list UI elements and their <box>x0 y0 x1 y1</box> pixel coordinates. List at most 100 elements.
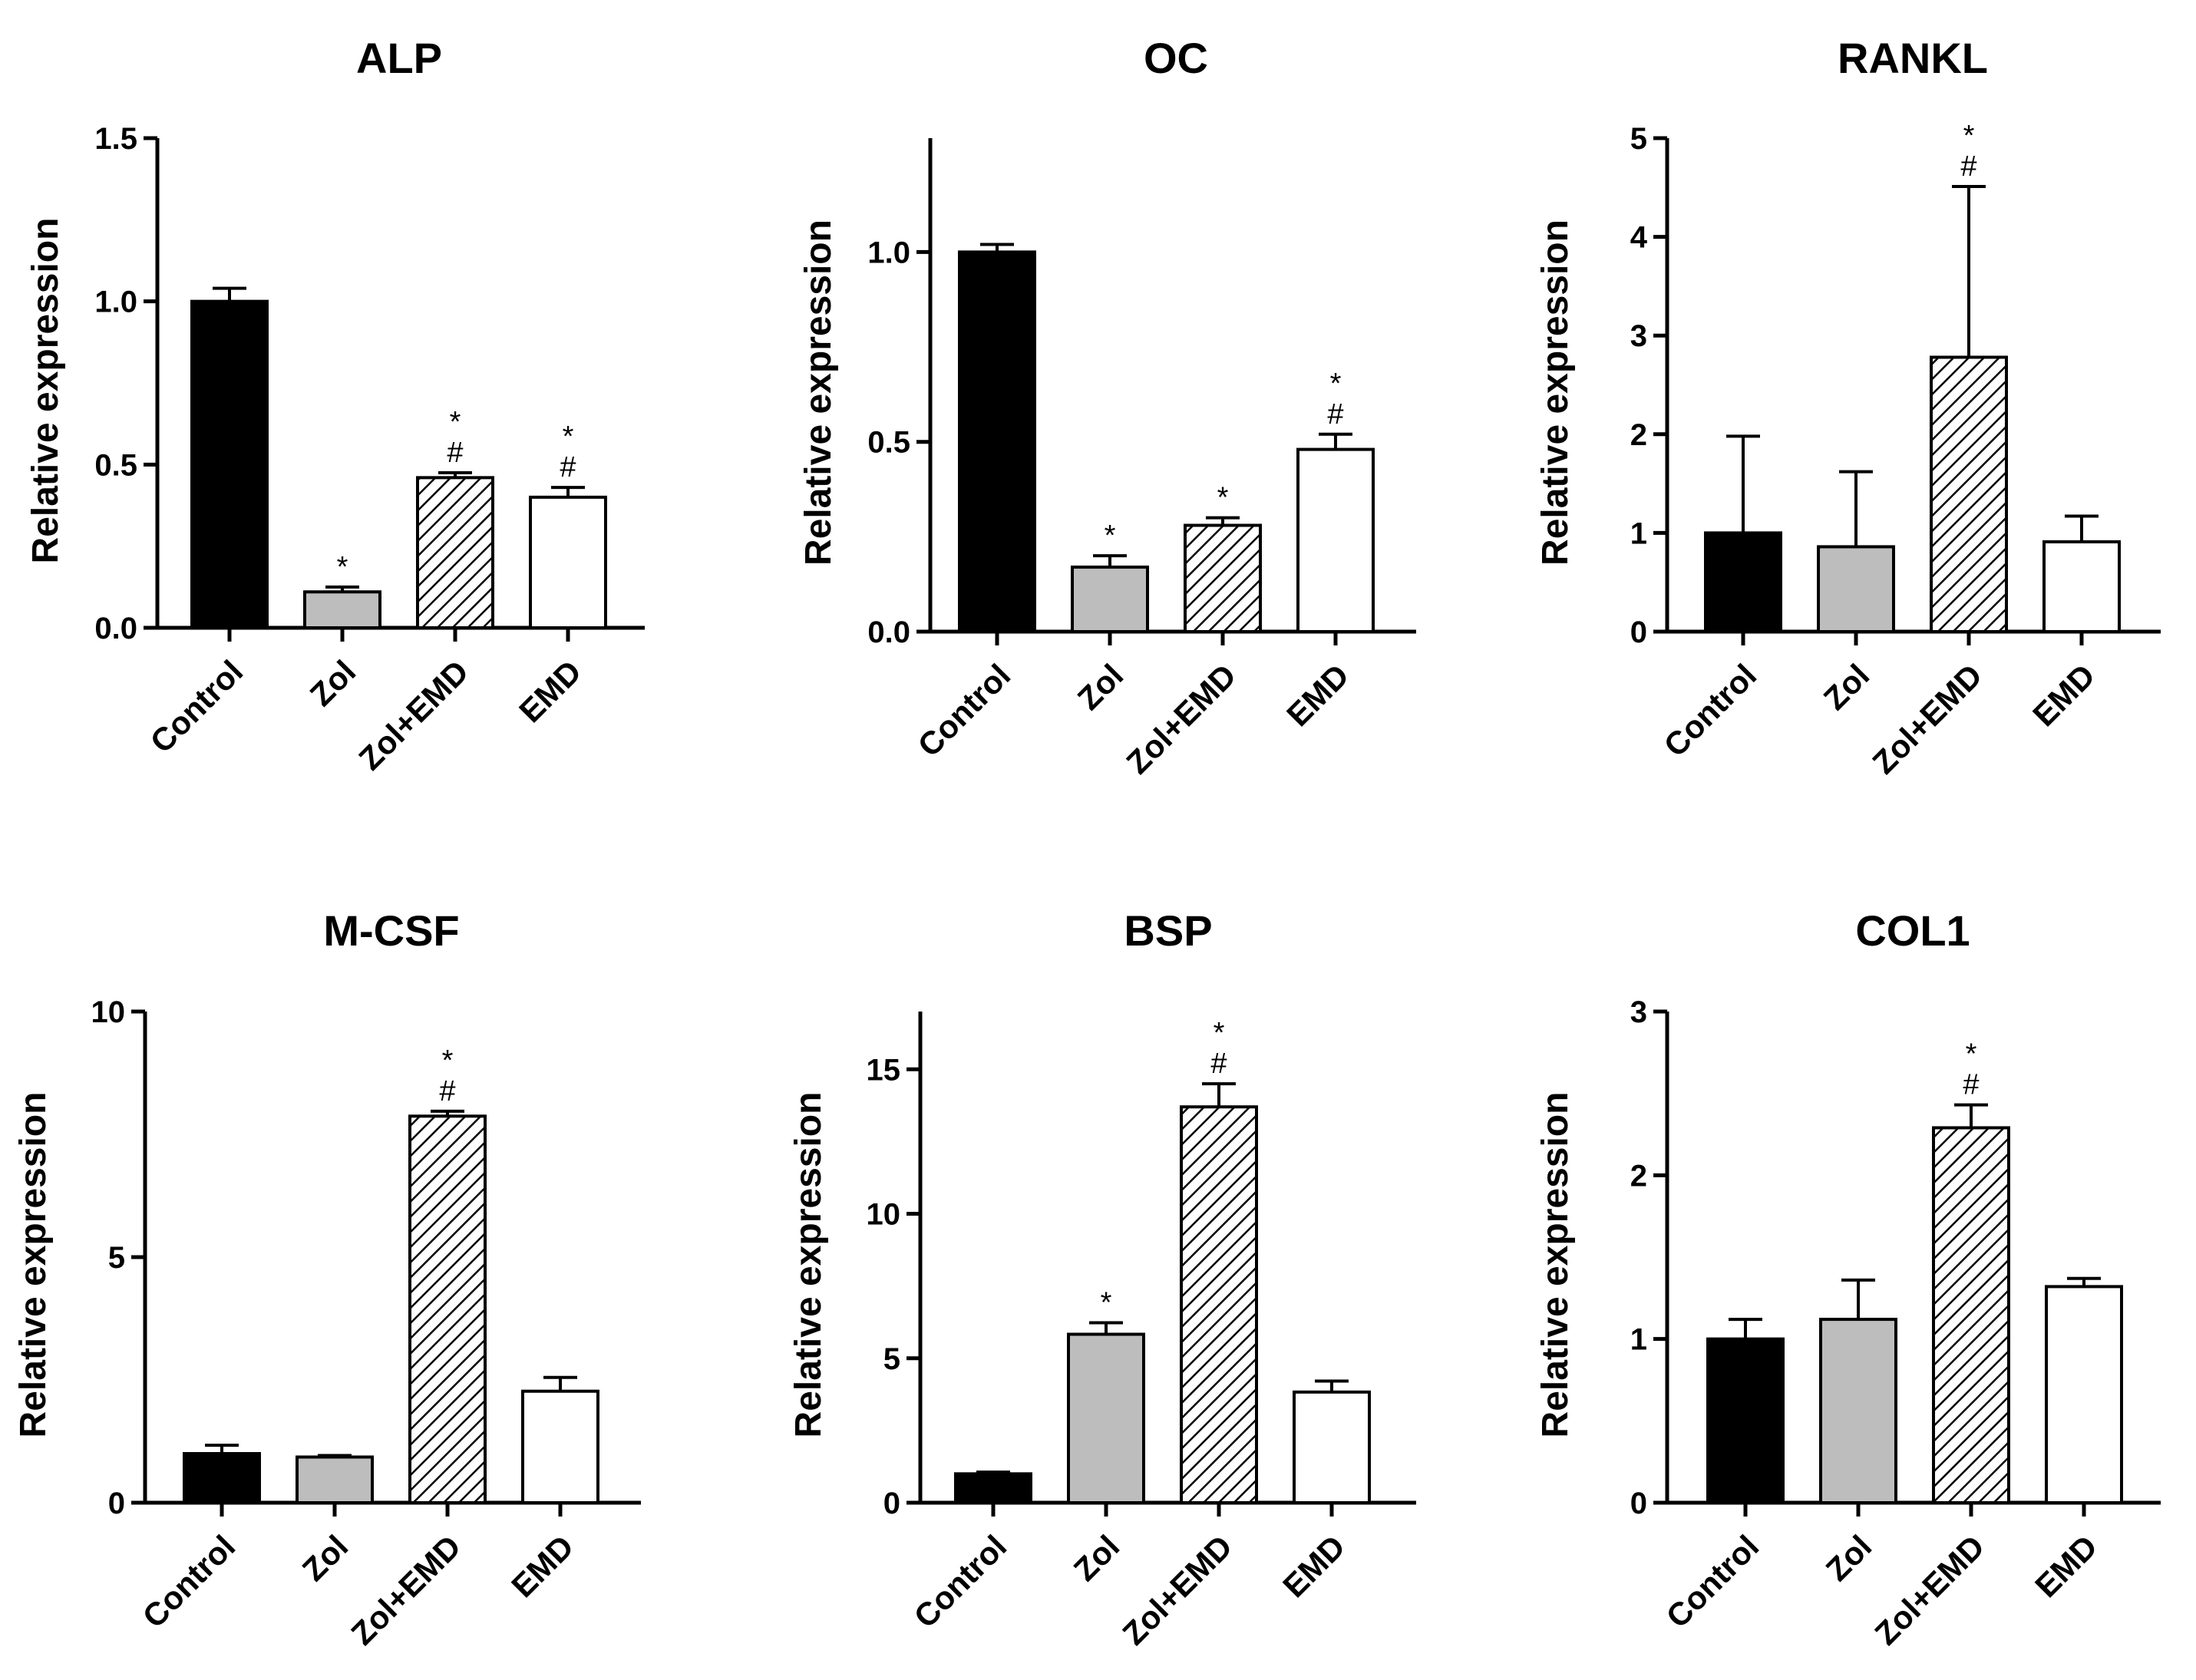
x-tick-label: EMD <box>2028 1528 2104 1604</box>
bar-emd <box>529 495 607 629</box>
y-axis-label: Relative expression <box>25 218 66 564</box>
significance-star: * <box>337 551 348 583</box>
x-tick-label: Control <box>907 1528 1014 1635</box>
bar-zol-emd <box>408 1114 487 1504</box>
y-tick-label: 15 <box>867 1053 901 1087</box>
y-tick-label: 0 <box>883 1487 900 1520</box>
bar-zol-emd <box>1932 1126 2010 1504</box>
x-tick-label: Control <box>1657 657 1764 764</box>
y-axis-label: Relative expression <box>798 219 839 566</box>
x-tick-label: Control <box>911 657 1018 764</box>
significance-hash: # <box>1960 150 1976 183</box>
y-tick-label: 5 <box>108 1241 125 1275</box>
y-tick-label: 3 <box>1630 995 1647 1029</box>
x-tick-label: Zol <box>296 1528 355 1588</box>
chart-bsp: BSP Relative expression 0 5 10 15 Control Zol * Z… <box>788 906 1416 1652</box>
x-tick-label: EMD <box>504 1528 580 1604</box>
chart-rankl: RANKL Relative expression 0 1 2 3 4 5 Control Zol… <box>1535 34 2161 781</box>
significance-star: * <box>563 421 574 453</box>
x-tick-label: Zol <box>1067 1528 1127 1588</box>
x-tick-label: Zol <box>303 653 363 713</box>
bar-zol <box>1071 565 1149 634</box>
x-tick-label: Zol+EMD <box>1867 1528 1991 1652</box>
y-tick-label: 0.5 <box>94 448 137 482</box>
significance-hash: # <box>1327 398 1343 431</box>
x-tick-label: Zol+EMD <box>1865 657 1989 781</box>
chart-title: ALP <box>356 34 442 82</box>
x-tick-label: Zol <box>1819 1528 1879 1588</box>
bar-control <box>1706 1337 1785 1504</box>
significance-hash: # <box>560 451 576 484</box>
y-axis-label: Relative expression <box>1535 1092 1576 1438</box>
chart-col1: COL1 Relative expression 0 1 2 3 Control ZolZol… <box>1535 906 2161 1652</box>
chart-title: RANKL <box>1838 34 1988 82</box>
x-tick-label: Control <box>1659 1528 1766 1635</box>
x-tick-label: Zol+EMD <box>1115 1528 1239 1652</box>
significance-star: * <box>450 406 461 438</box>
significance-star: * <box>1101 1286 1112 1319</box>
chart-title: COL1 <box>1855 906 1970 955</box>
significance-hash: # <box>1210 1048 1227 1080</box>
significance-star: * <box>1330 368 1342 400</box>
y-tick-label: 5 <box>1630 122 1647 156</box>
y-tick-label: 10 <box>867 1198 901 1232</box>
x-tick-label: EMD <box>1276 1528 1352 1604</box>
significance-hash: # <box>447 437 463 469</box>
bar-zol <box>1817 545 1895 633</box>
y-tick-label: 1 <box>1630 517 1647 550</box>
y-tick-label: 0 <box>108 1487 125 1520</box>
y-tick-label: 5 <box>883 1342 900 1376</box>
y-tick-label: 0.0 <box>867 616 910 649</box>
bar-zol <box>303 590 381 629</box>
y-axis-label: Relative expression <box>788 1092 829 1438</box>
x-tick-label: Control <box>136 1528 243 1635</box>
bar-zol-emd <box>1184 523 1262 633</box>
y-tick-label: 1 <box>1630 1323 1647 1357</box>
y-tick-label: 2 <box>1630 418 1647 452</box>
bar-zol <box>1067 1332 1145 1505</box>
x-tick-label: EMD <box>1280 657 1356 733</box>
significance-star: * <box>1966 1038 1977 1071</box>
y-axis-label: Relative expression <box>13 1092 54 1438</box>
bar-control <box>190 299 269 629</box>
significance-star: * <box>1214 1017 1225 1049</box>
y-tick-label: 1.0 <box>94 286 137 319</box>
chart-m-csf: M-CSF Relative expression 0 5 10 Control ZolZo… <box>13 906 641 1652</box>
x-tick-label: Zol <box>1071 657 1131 717</box>
y-tick-label: 1.5 <box>94 122 137 156</box>
bar-emd <box>1296 447 1375 633</box>
x-tick-label: Zol+EMD <box>344 1528 467 1652</box>
bar-control <box>1704 531 1782 634</box>
bar-control <box>954 1472 1032 1504</box>
x-tick-label: EMD <box>2026 657 2102 733</box>
significance-star: * <box>1105 520 1116 552</box>
bar-control <box>183 1452 261 1504</box>
x-tick-label: Zol <box>1817 657 1877 717</box>
y-tick-label: 2 <box>1630 1159 1647 1193</box>
bar-zol <box>1819 1318 1897 1504</box>
bar-emd <box>2045 1285 2123 1505</box>
significance-star: * <box>1217 482 1229 514</box>
chart-title: M-CSF <box>323 906 459 955</box>
x-tick-label: EMD <box>512 653 588 729</box>
chart-alp: ALP Relative expression 0.0 0.5 1.0 1.5 Contro… <box>25 34 645 777</box>
bar-zol-emd <box>1930 355 2008 633</box>
bar-emd <box>521 1389 599 1504</box>
chart-oc: OC Relative expression 0.0 0.5 1.0 Control Zol… <box>798 34 1416 781</box>
bar-emd <box>1293 1390 1371 1504</box>
bar-zol <box>296 1455 374 1504</box>
x-tick-label: Zol+EMD <box>352 653 475 777</box>
y-tick-label: 1.0 <box>867 236 910 269</box>
chart-title: BSP <box>1124 906 1212 955</box>
significance-hash: # <box>439 1075 455 1107</box>
y-tick-label: 3 <box>1630 319 1647 353</box>
bar-zol-emd <box>416 476 494 630</box>
x-tick-label: Control <box>144 653 250 760</box>
x-tick-label: Zol+EMD <box>1119 657 1243 781</box>
y-tick-label: 4 <box>1630 221 1648 255</box>
significance-star: * <box>1963 120 1975 152</box>
y-tick-label: 0 <box>1630 616 1647 649</box>
bar-zol-emd <box>1180 1105 1258 1505</box>
y-tick-label: 10 <box>91 995 126 1029</box>
